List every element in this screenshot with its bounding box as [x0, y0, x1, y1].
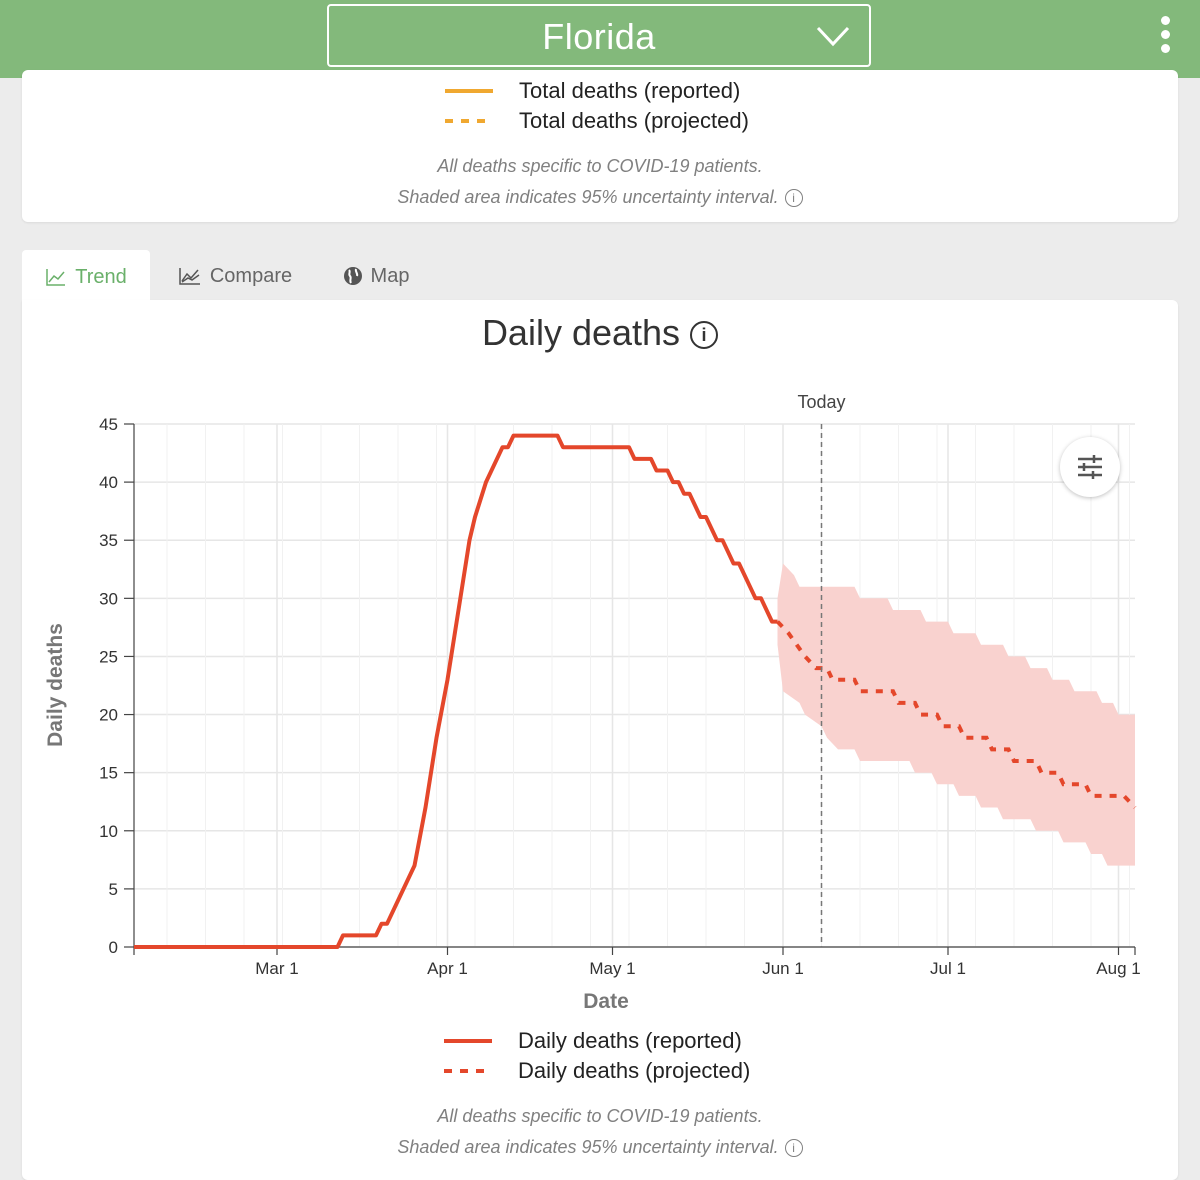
- legend-daily-projected: Daily deaths (projected): [444, 1058, 750, 1084]
- info-icon[interactable]: i: [784, 189, 803, 207]
- state-select[interactable]: Florida: [327, 4, 871, 67]
- note-line-1: All deaths specific to COVID-19 patients…: [437, 156, 763, 176]
- tab-label: Map: [370, 264, 410, 287]
- legend-label: Total deaths (projected): [519, 108, 749, 133]
- legend-solid-swatch: [444, 1039, 492, 1043]
- legend-label: Daily deaths (reported): [518, 1028, 742, 1053]
- legend-label: Daily deaths (projected): [518, 1058, 751, 1083]
- chart-title: Daily deaths i: [0, 312, 1200, 354]
- info-icon[interactable]: i: [784, 1139, 803, 1157]
- tab-label: Trend: [75, 265, 127, 288]
- chart-settings-button[interactable]: [1060, 437, 1120, 497]
- line-chart-icon: [46, 269, 66, 286]
- globe-icon: [343, 267, 362, 285]
- tab-label: Compare: [209, 264, 293, 287]
- legend-dashed-swatch: [444, 1069, 492, 1073]
- tab-compare[interactable]: Compare: [156, 250, 314, 302]
- legend-daily-reported: Daily deaths (reported): [444, 1028, 742, 1054]
- total-deaths-card: [22, 70, 1178, 222]
- tab-trend[interactable]: Trend: [22, 250, 150, 304]
- note-line-2: Shaded area indicates 95% uncertainty in…: [0, 1137, 1200, 1158]
- legend-total-projected: Total deaths (projected): [445, 108, 749, 134]
- tab-map[interactable]: Map: [320, 250, 432, 302]
- chevron-down-icon: [816, 26, 850, 47]
- sliders-icon: [1078, 455, 1102, 479]
- note-line-2: Shaded area indicates 95% uncertainty in…: [0, 187, 1200, 208]
- legend-label: Total deaths (reported): [519, 78, 741, 103]
- more-menu-icon[interactable]: [1156, 16, 1174, 58]
- legend-total-reported: Total deaths (reported): [445, 78, 740, 104]
- state-select-value: Florida: [542, 16, 656, 57]
- note-line-1: All deaths specific to COVID-19 patients…: [437, 1106, 763, 1126]
- legend-dashed-swatch: [445, 119, 493, 123]
- compare-chart-icon: [179, 268, 200, 285]
- top-bar: Florida: [0, 0, 1200, 78]
- legend-solid-swatch: [445, 89, 493, 93]
- info-icon[interactable]: i: [690, 321, 719, 349]
